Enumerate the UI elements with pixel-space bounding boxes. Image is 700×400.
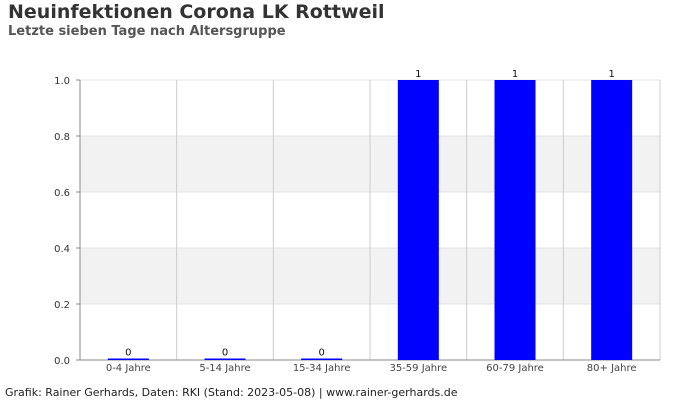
chart-subtitle: Letzte sieben Tage nach Altersgruppe: [8, 24, 286, 39]
y-tick-label: 0.4: [54, 244, 70, 255]
bar: [397, 80, 439, 360]
bar: [107, 358, 149, 360]
chart-title: Neuinfektionen Corona LK Rottweil: [8, 1, 385, 23]
x-tick-label: 5-14 Jahre: [199, 363, 250, 374]
x-tick-label: 60-79 Jahre: [486, 363, 544, 374]
bar: [494, 80, 536, 360]
bar: [301, 358, 343, 360]
data-label: 1: [415, 69, 421, 80]
footer-credit: Grafik: Rainer Gerhards, Daten: RKI (Sta…: [5, 386, 458, 399]
data-label: 1: [512, 69, 518, 80]
y-tick-label: 0.2: [54, 300, 70, 311]
data-label: 0: [222, 348, 228, 359]
y-tick-label: 1.0: [54, 76, 70, 87]
bar: [204, 358, 246, 360]
x-tick-label: 80+ Jahre: [587, 363, 637, 374]
data-label: 0: [318, 348, 324, 359]
data-label: 1: [608, 69, 614, 80]
y-tick-label: 0.8: [54, 132, 70, 143]
x-tick-label: 0-4 Jahre: [106, 363, 151, 374]
data-label: 0: [125, 348, 131, 359]
x-tick-label: 35-59 Jahre: [389, 363, 447, 374]
y-tick-label: 0.0: [54, 356, 70, 367]
y-tick-label: 0.6: [54, 188, 70, 199]
x-tick-label: 15-34 Jahre: [293, 363, 351, 374]
bar: [591, 80, 633, 360]
